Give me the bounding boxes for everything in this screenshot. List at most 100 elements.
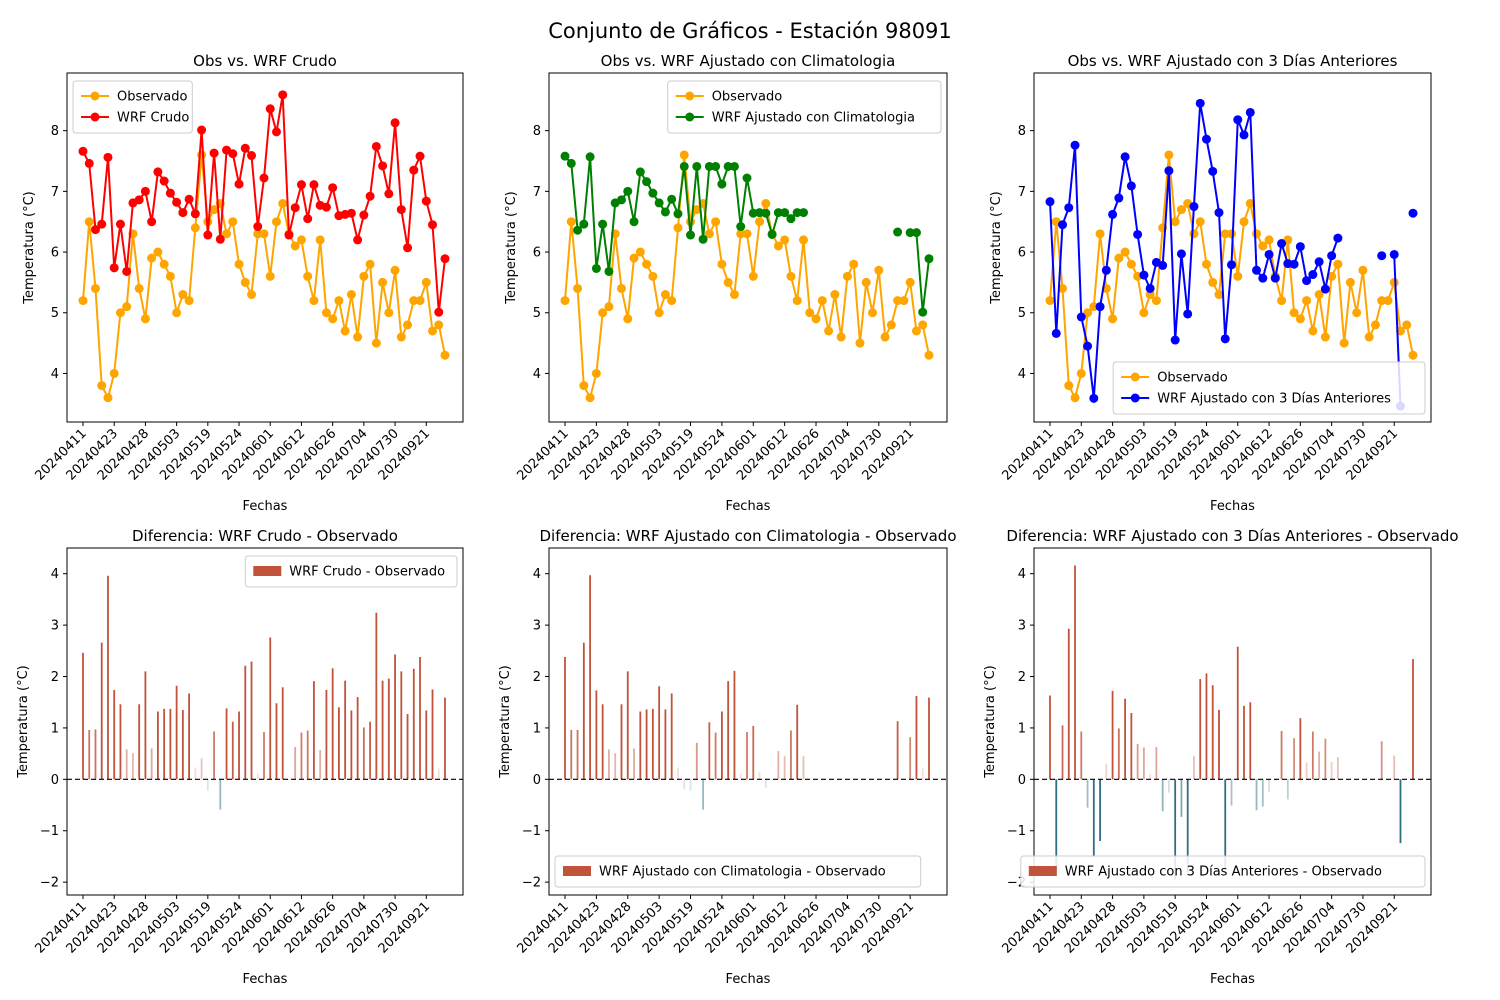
y-tick-label: 4	[51, 567, 59, 582]
data-point	[365, 259, 375, 269]
data-point	[1076, 312, 1086, 322]
data-point	[115, 219, 125, 229]
data-point	[679, 161, 689, 171]
data-point	[635, 167, 645, 177]
data-point	[1220, 334, 1230, 344]
bar	[188, 693, 191, 780]
legend-swatch	[253, 566, 282, 576]
data-point	[328, 183, 338, 193]
data-point	[309, 180, 319, 190]
data-point	[1308, 326, 1318, 336]
bar	[375, 612, 378, 780]
chart-panel-3: Obs vs. WRF Ajustado con 3 Días Anterior…	[989, 52, 1432, 514]
data-point	[97, 381, 107, 391]
data-point	[1270, 273, 1280, 283]
data-point	[172, 308, 182, 318]
data-point	[1333, 233, 1343, 243]
bar	[387, 678, 390, 780]
bar	[113, 689, 116, 780]
bar	[1224, 779, 1227, 869]
y-tick-label: 7	[533, 185, 541, 200]
legend-swatch	[563, 866, 591, 876]
series-observed	[1045, 150, 1418, 403]
data-point	[265, 104, 275, 114]
bar	[1255, 779, 1258, 811]
data-point	[1233, 271, 1243, 281]
bar	[107, 575, 109, 780]
data-point	[321, 308, 331, 318]
data-point	[1064, 381, 1074, 391]
bar	[1161, 779, 1164, 812]
data-point	[396, 332, 406, 342]
data-point	[234, 179, 244, 189]
data-point	[1289, 259, 1299, 269]
data-point	[290, 203, 300, 213]
data-point	[1195, 98, 1205, 108]
data-point	[924, 350, 934, 360]
bar	[181, 709, 184, 780]
y-tick-label: 8	[1018, 124, 1026, 139]
bar	[896, 721, 899, 780]
y-tick-label: 6	[1018, 246, 1026, 261]
data-point	[1201, 259, 1211, 269]
data-point	[428, 326, 438, 336]
data-point	[421, 277, 431, 287]
data-point	[849, 259, 859, 269]
data-point	[723, 161, 733, 171]
y-tick-label: 4	[533, 567, 541, 582]
bar	[1186, 779, 1189, 873]
y-tick-label: −1	[1007, 824, 1026, 839]
bar	[1124, 698, 1127, 780]
data-point	[918, 320, 928, 330]
y-tick-label: 5	[533, 306, 541, 321]
data-point	[78, 296, 88, 306]
data-point	[755, 217, 765, 227]
bar	[132, 753, 134, 780]
bar	[194, 767, 197, 780]
data-point	[642, 259, 652, 269]
data-point	[780, 208, 790, 218]
data-point	[428, 220, 438, 230]
data-point	[1045, 296, 1055, 306]
data-point	[704, 161, 714, 171]
data-point	[147, 217, 157, 227]
bar	[325, 689, 328, 780]
data-point	[1408, 350, 1418, 360]
data-point	[222, 229, 232, 239]
bar	[206, 779, 209, 791]
axes-frame	[66, 72, 464, 423]
data-point	[1339, 338, 1349, 348]
data-point	[1051, 328, 1061, 338]
bar	[777, 751, 780, 780]
data-point	[253, 222, 263, 232]
bar	[1412, 659, 1414, 780]
bar	[1230, 779, 1233, 806]
data-point	[654, 308, 664, 318]
data-point	[1389, 277, 1399, 287]
bar	[670, 693, 673, 780]
data-point	[434, 320, 444, 330]
y-tick-label: 5	[1018, 306, 1026, 321]
data-point	[296, 235, 306, 245]
bar	[758, 771, 761, 780]
bar	[288, 779, 290, 781]
data-point	[140, 314, 150, 324]
data-point	[1133, 229, 1143, 239]
data-point	[767, 229, 777, 239]
bar	[1293, 738, 1295, 780]
data-point	[228, 149, 238, 159]
bar	[400, 671, 403, 780]
data-point	[905, 277, 915, 287]
data-point	[115, 308, 125, 318]
data-point	[1370, 320, 1380, 330]
y-tick-label: −2	[40, 876, 59, 891]
bar	[1149, 774, 1152, 780]
data-point	[84, 217, 94, 227]
bar	[82, 652, 84, 780]
data-point	[1070, 140, 1080, 150]
data-point	[1089, 302, 1099, 312]
data-point	[321, 202, 331, 212]
data-point	[1345, 277, 1355, 287]
y-tick-label: 4	[1018, 567, 1026, 582]
axes-frame	[548, 72, 948, 423]
